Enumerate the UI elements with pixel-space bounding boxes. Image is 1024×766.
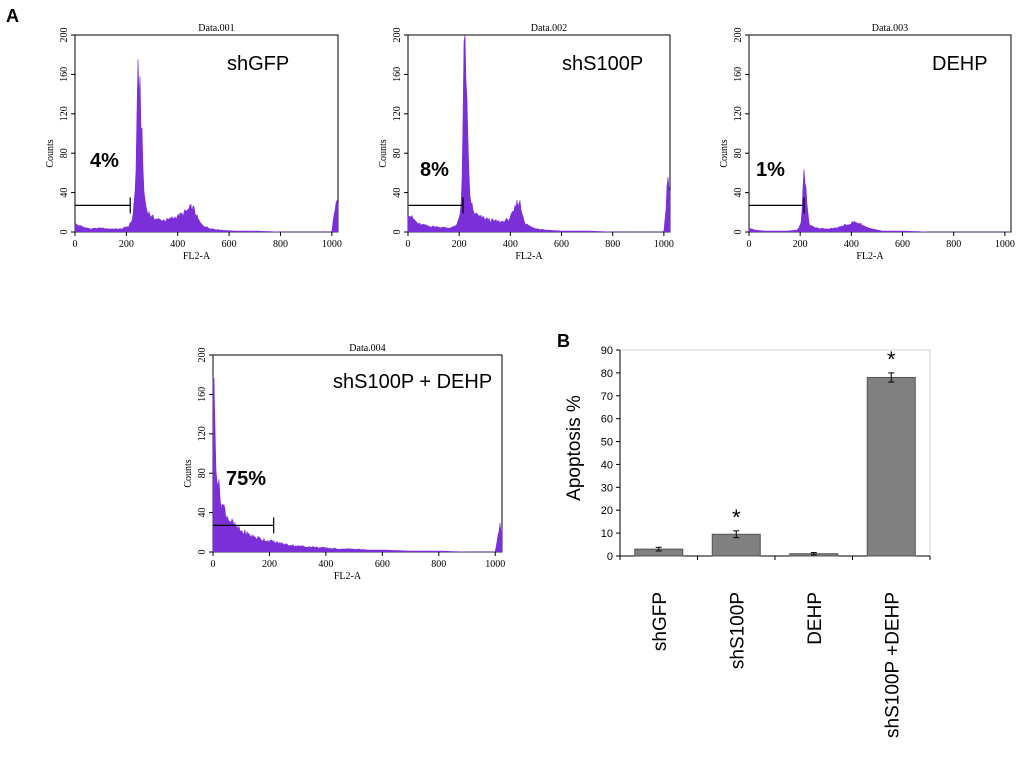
histogram-title: Data.001 xyxy=(198,23,234,34)
x-tick-label: 0 xyxy=(211,559,216,570)
y-axis-label: Counts xyxy=(45,139,56,167)
y-tick-label: 80 xyxy=(733,148,744,158)
y-tick-label: 120 xyxy=(733,106,744,121)
x-tick-label: 600 xyxy=(222,239,237,250)
x-tick-label: 600 xyxy=(375,559,390,570)
y-tick-label: 80 xyxy=(392,148,403,158)
sample-label: shS100P xyxy=(562,53,643,75)
histogram-3: Data.003 0 200 400 600 800 1000 0 40 80 120 160 200 F… xyxy=(719,23,1015,262)
y-tick-label: 80 xyxy=(59,148,70,158)
bar-y-tick-label: 0 xyxy=(607,551,613,563)
bar-y-axis-label: Apoptosis % xyxy=(564,395,585,501)
bar-4 xyxy=(866,376,916,557)
x-tick-label: 400 xyxy=(318,559,333,570)
x-tick-label: 800 xyxy=(273,239,288,250)
bar-chart: 0 10 20 30 40 50 60 70 80 90 Apoptosis % shGFP * shS1… xyxy=(564,345,931,738)
bar-y-tick-label: 80 xyxy=(601,368,613,380)
y-tick-label: 200 xyxy=(197,348,208,363)
y-tick-label: 200 xyxy=(59,28,70,43)
x-axis-label: FL2-A xyxy=(183,251,211,262)
y-tick-label: 160 xyxy=(733,67,744,82)
x-tick-label: 1000 xyxy=(654,239,674,250)
x-tick-label: 200 xyxy=(119,239,134,250)
y-tick-label: 40 xyxy=(392,188,403,198)
x-axis-label: FL2-A xyxy=(856,251,884,262)
gate-percent-label: 8% xyxy=(420,159,449,181)
bar-y-tick-label: 50 xyxy=(601,437,613,449)
x-tick-label: 0 xyxy=(73,239,78,250)
panel-label-a: A xyxy=(6,6,19,26)
category-label: shS100P xyxy=(727,592,748,669)
significance-star: * xyxy=(732,505,741,530)
histogram-title: Data.004 xyxy=(349,343,385,354)
x-tick-label: 200 xyxy=(262,559,277,570)
bar-y-tick-label: 70 xyxy=(601,391,613,403)
y-tick-label: 200 xyxy=(733,28,744,43)
histogram-4: Data.004 0 200 400 600 800 1000 0 40 80 120 160 200 F… xyxy=(183,343,505,582)
y-tick-label: 160 xyxy=(197,387,208,402)
bar-y-tick-label: 30 xyxy=(601,482,613,494)
y-tick-label: 0 xyxy=(59,230,70,235)
histogram-area xyxy=(407,34,671,233)
histogram-area xyxy=(74,59,339,233)
y-tick-label: 120 xyxy=(392,106,403,121)
y-axis-label: Counts xyxy=(378,139,389,167)
y-tick-label: 120 xyxy=(59,106,70,121)
y-tick-label: 160 xyxy=(59,67,70,82)
histogram-2: Data.002 0 200 400 600 800 1000 0 40 80 120 160 200 F… xyxy=(378,23,674,262)
x-tick-label: 200 xyxy=(793,239,808,250)
histogram-area xyxy=(748,169,1011,233)
gate-percent-label: 4% xyxy=(90,150,119,172)
panel-label-b: B xyxy=(557,331,570,351)
plot-frame xyxy=(74,34,339,233)
x-tick-label: 800 xyxy=(946,239,961,250)
x-tick-label: 1000 xyxy=(322,239,342,250)
x-tick-label: 800 xyxy=(605,239,620,250)
x-tick-label: 600 xyxy=(895,239,910,250)
y-tick-label: 120 xyxy=(197,426,208,441)
x-tick-label: 800 xyxy=(431,559,446,570)
x-tick-label: 0 xyxy=(747,239,752,250)
sample-label: shS100P + DEHP xyxy=(333,371,492,393)
gate-percent-label: 75% xyxy=(226,468,266,490)
histogram-title: Data.002 xyxy=(531,23,567,34)
x-tick-label: 0 xyxy=(406,239,411,250)
bar-y-tick-label: 90 xyxy=(601,345,613,357)
x-tick-label: 600 xyxy=(554,239,569,250)
y-tick-label: 0 xyxy=(392,230,403,235)
y-tick-label: 80 xyxy=(197,468,208,478)
x-tick-label: 400 xyxy=(170,239,185,250)
y-axis-label: Counts xyxy=(183,459,194,487)
y-tick-label: 160 xyxy=(392,67,403,82)
x-tick-label: 200 xyxy=(452,239,467,250)
y-tick-label: 40 xyxy=(59,188,70,198)
y-tick-label: 40 xyxy=(733,188,744,198)
category-label: DEHP xyxy=(805,592,826,645)
x-tick-label: 1000 xyxy=(995,239,1015,250)
sample-label: shGFP xyxy=(227,53,289,75)
histogram-area xyxy=(212,375,503,553)
histogram-1: Data.001 0 200 400 600 800 1000 0 40 80 120 160 200 F… xyxy=(45,23,342,262)
x-axis-label: FL2-A xyxy=(515,251,543,262)
x-axis-label: FL2-A xyxy=(334,571,362,582)
bar-y-tick-label: 20 xyxy=(601,505,613,517)
bar-y-tick-label: 10 xyxy=(601,528,613,540)
bar-y-tick-label: 40 xyxy=(601,459,613,471)
y-tick-label: 0 xyxy=(197,550,208,555)
x-tick-label: 400 xyxy=(503,239,518,250)
category-label: shGFP xyxy=(650,592,671,651)
histogram-title: Data.003 xyxy=(872,23,908,34)
gate-percent-label: 1% xyxy=(756,159,785,181)
x-tick-label: 1000 xyxy=(485,559,505,570)
y-tick-label: 200 xyxy=(392,28,403,43)
y-tick-label: 40 xyxy=(197,508,208,518)
y-axis-label: Counts xyxy=(719,139,730,167)
significance-star: * xyxy=(887,347,896,372)
sample-label: DEHP xyxy=(932,53,988,75)
x-tick-label: 400 xyxy=(844,239,859,250)
category-label: shS100P +DEHP xyxy=(882,592,903,738)
y-tick-label: 0 xyxy=(733,230,744,235)
bar-y-tick-label: 60 xyxy=(601,414,613,426)
